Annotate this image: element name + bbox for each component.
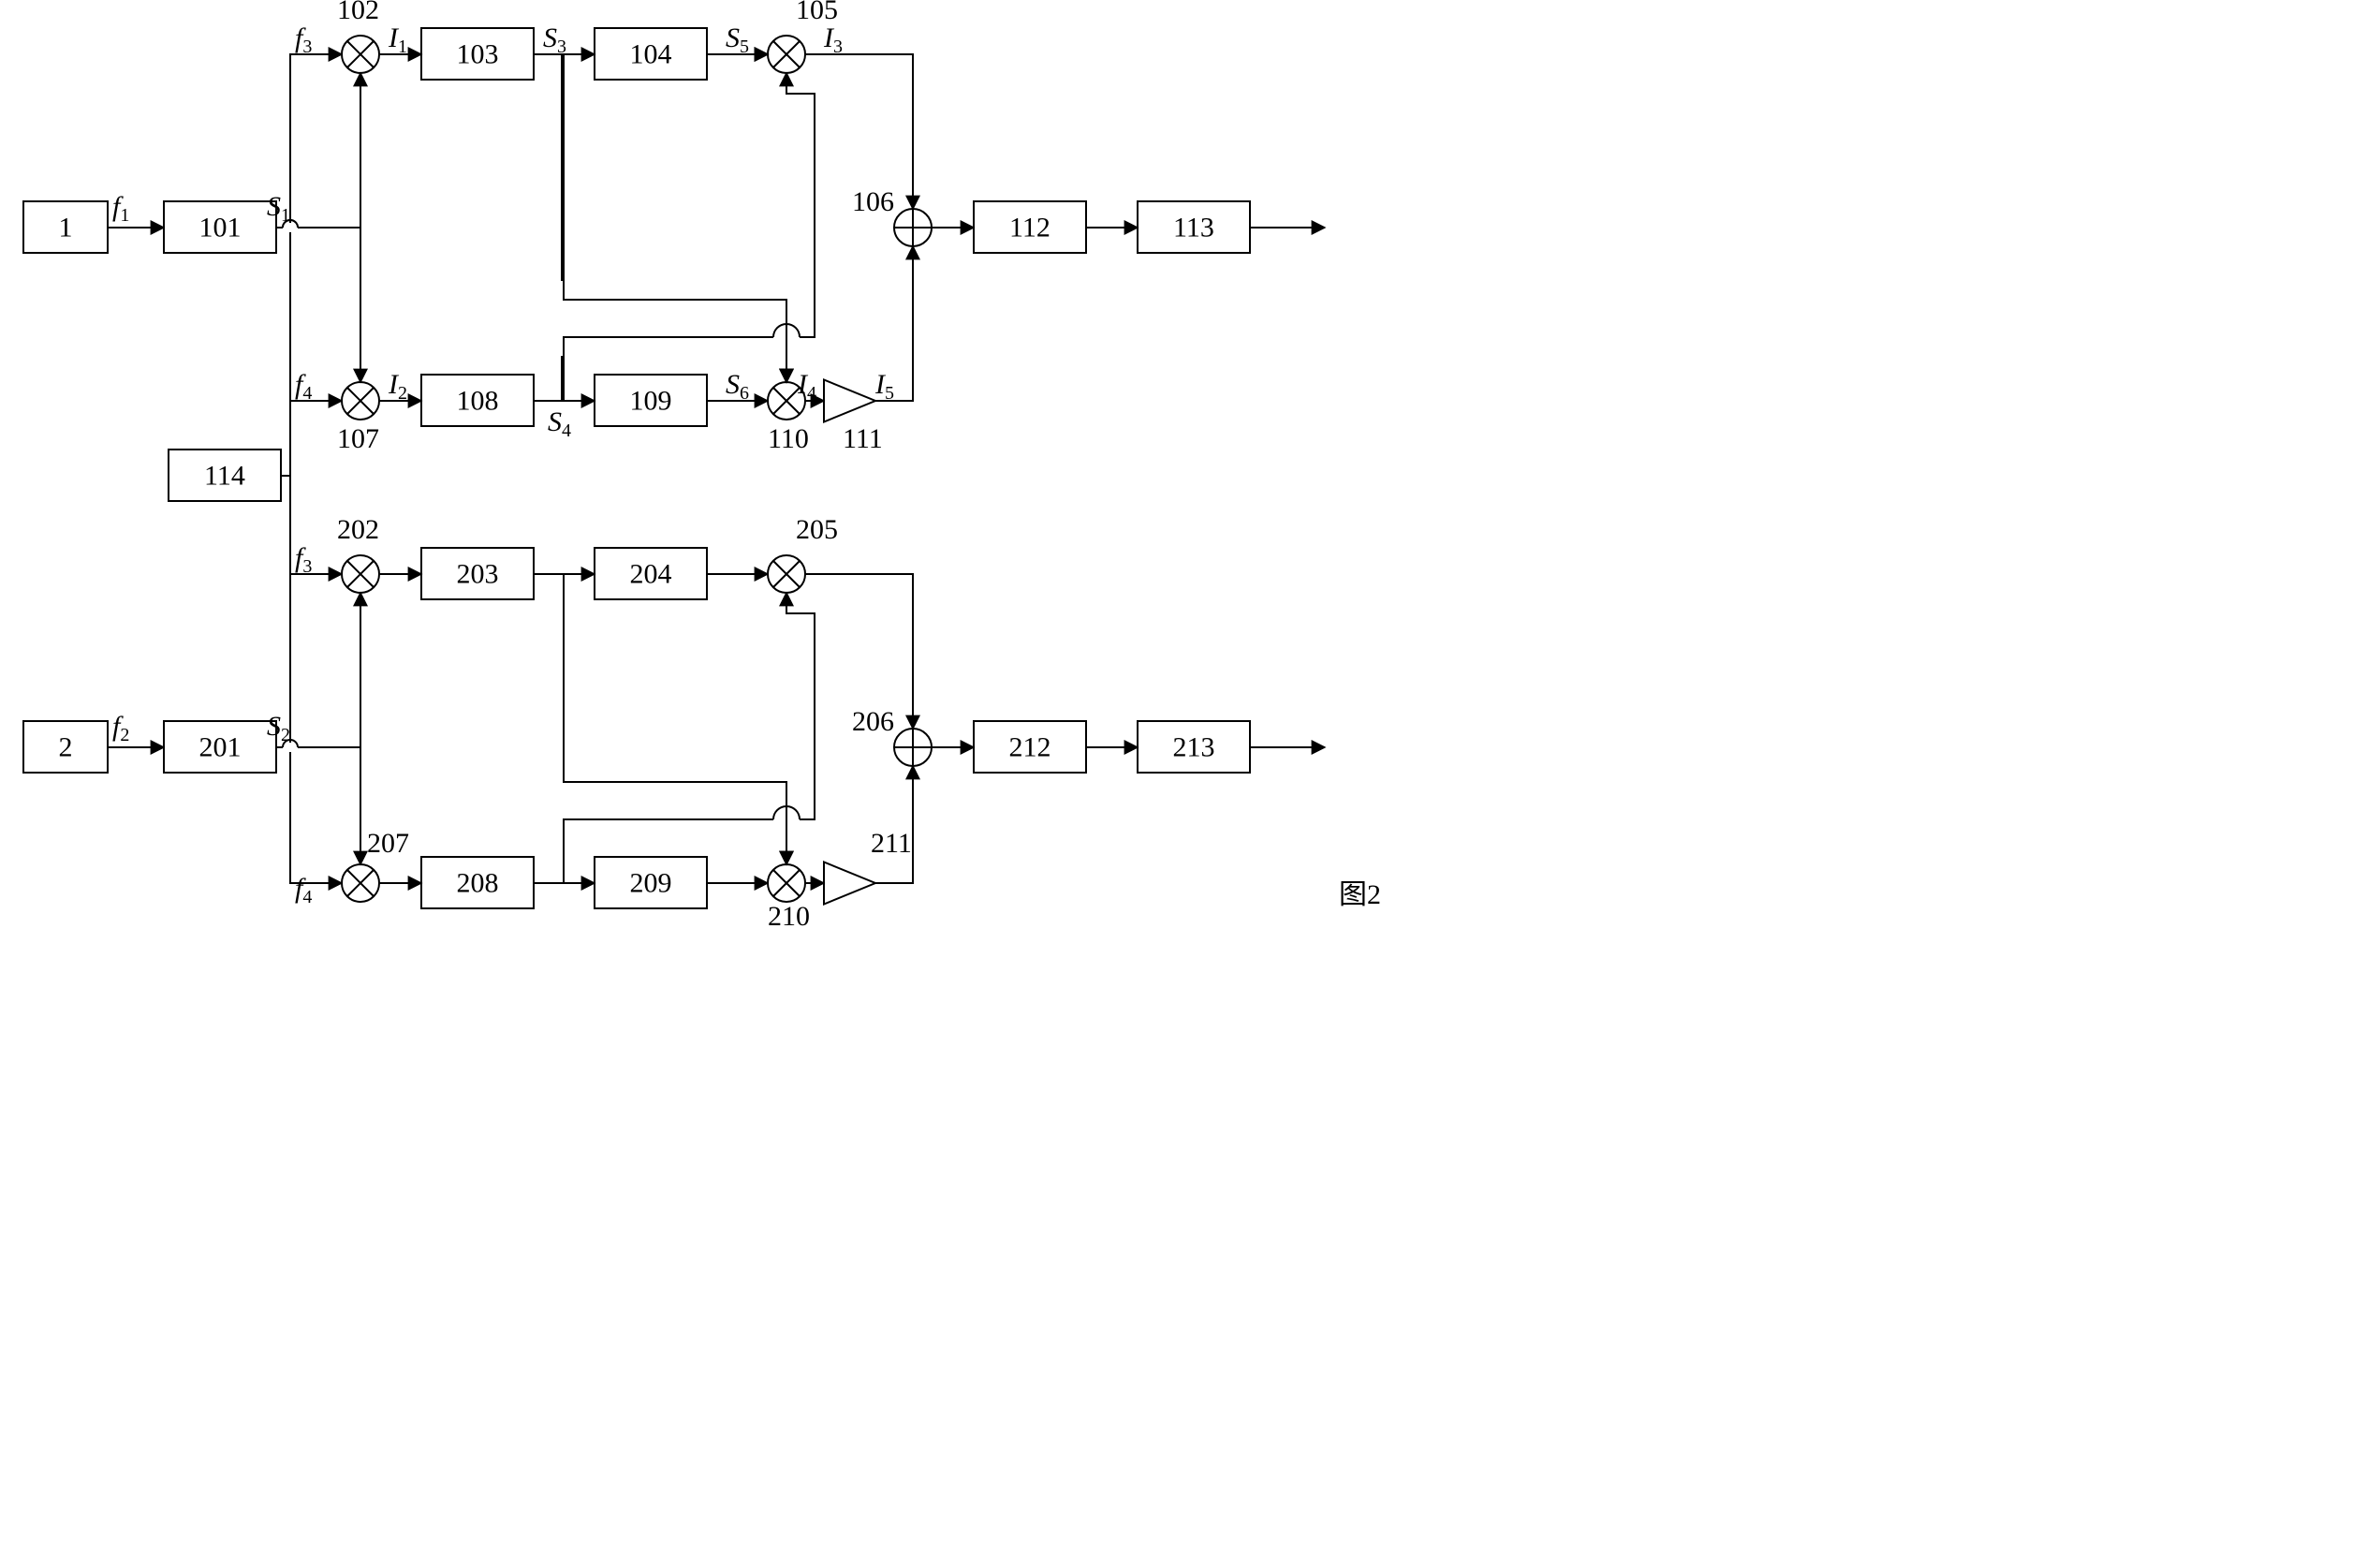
box-label: 103 [457, 39, 499, 70]
signal-S1: S1 [267, 191, 290, 226]
signal-f1: f1 [112, 191, 129, 226]
box-label: 208 [457, 868, 499, 899]
mixer-label: 110 [768, 423, 809, 454]
amp-label: 111 [843, 423, 883, 454]
mixer-label: 207 [367, 828, 409, 859]
signal-f4: f4 [295, 873, 312, 907]
signal-f3: f3 [295, 22, 312, 57]
amp-label: 211 [871, 828, 912, 859]
box-label: 114 [204, 461, 245, 492]
box-label: 203 [457, 559, 499, 590]
mixer-label: 205 [796, 514, 838, 545]
box-label: 104 [630, 39, 672, 70]
box-label: 209 [630, 868, 672, 899]
mixer-label: 202 [337, 514, 379, 545]
mixer-label: 106 [852, 186, 894, 217]
mixer-label: 102 [337, 0, 379, 25]
signal-f2: f2 [112, 711, 129, 745]
box-label: 204 [630, 559, 672, 590]
box-label: 2 [59, 732, 73, 763]
block-diagram: 1101103104108109112113114220120320420820… [0, 0, 1442, 927]
box-label: 109 [630, 386, 672, 417]
mixer-label: 210 [768, 901, 810, 927]
signal-I1: I1 [388, 22, 407, 57]
box-label: 201 [199, 732, 242, 763]
box-label: 112 [1009, 213, 1050, 243]
signal-S6: S6 [726, 369, 749, 404]
box-label: 1 [59, 213, 73, 243]
box-label: 113 [1173, 213, 1214, 243]
box-label: 212 [1009, 732, 1051, 763]
mixer-label: 107 [337, 423, 379, 454]
box-label: 213 [1173, 732, 1215, 763]
signal-I2: I2 [388, 369, 407, 404]
mixer-label: 105 [796, 0, 838, 25]
signal-S4: S4 [548, 406, 571, 441]
signal-S5: S5 [726, 22, 749, 57]
signal-I3: I3 [823, 22, 843, 57]
signal-I4: I4 [797, 369, 816, 404]
caption: 图2 [1339, 879, 1381, 910]
amp-211 [824, 862, 875, 905]
mixer-label: 206 [852, 706, 894, 737]
signal-S2: S2 [267, 711, 290, 745]
amp-111 [824, 380, 875, 422]
box-label: 108 [457, 386, 499, 417]
signal-f4: f4 [295, 369, 312, 404]
signal-I5: I5 [874, 369, 894, 404]
box-label: 101 [199, 213, 242, 243]
signal-f3: f3 [295, 542, 312, 577]
signal-S3: S3 [543, 22, 566, 57]
